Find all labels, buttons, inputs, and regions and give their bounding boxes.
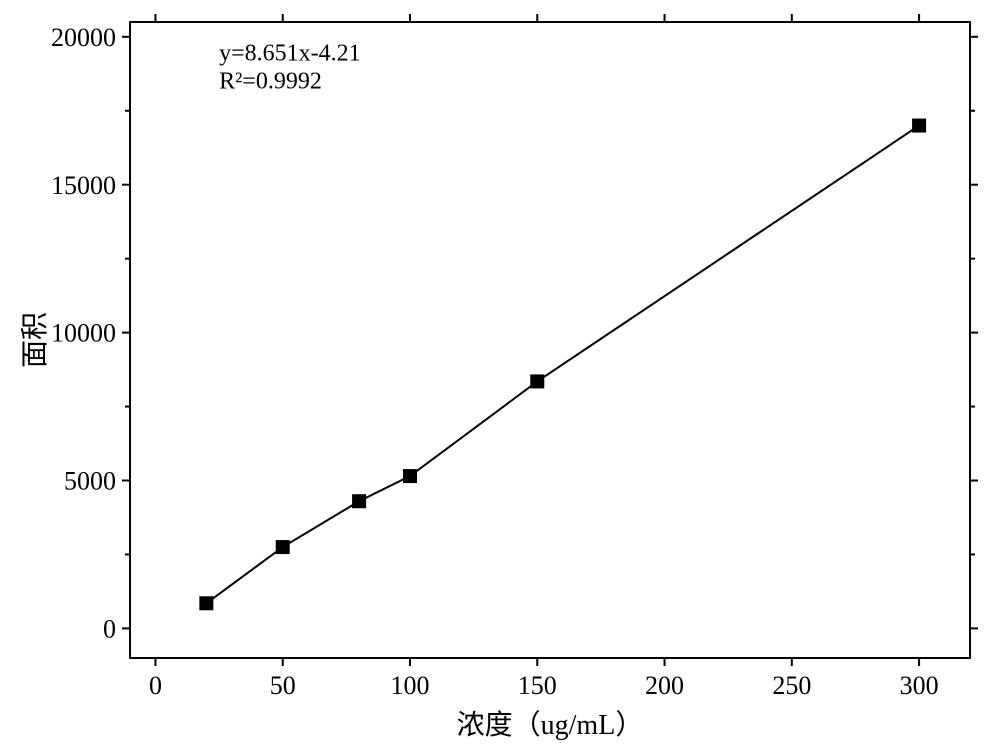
y-axis-label: 面积 xyxy=(20,312,51,368)
y-tick-label: 10000 xyxy=(51,319,116,348)
plot-frame xyxy=(130,22,970,658)
calibration-chart: 0 50 100 150 200 250 300 0 5000 10000 15000 20000 浓度… xyxy=(0,0,1000,748)
r-squared-annotation: R²=0.9992 xyxy=(219,68,322,94)
y-tick-label: 20000 xyxy=(51,23,116,52)
equation-annotation: y=8.651x-4.21 xyxy=(219,40,361,66)
y-tick-label: 15000 xyxy=(51,171,116,200)
x-tick-label: 50 xyxy=(270,671,296,700)
data-marker xyxy=(530,374,544,388)
x-tick-label: 0 xyxy=(149,671,162,700)
chart-container: 0 50 100 150 200 250 300 0 5000 10000 15000 20000 浓度… xyxy=(0,0,1000,748)
y-tick-label: 5000 xyxy=(64,467,116,496)
x-tick-label: 150 xyxy=(518,671,557,700)
x-tick-label: 100 xyxy=(391,671,430,700)
data-marker xyxy=(352,494,366,508)
data-line xyxy=(206,126,919,604)
y-tick-label: 0 xyxy=(103,615,116,644)
data-marker xyxy=(199,596,213,610)
data-marker xyxy=(912,119,926,133)
x-tick-label: 250 xyxy=(772,671,811,700)
x-axis-label: 浓度（ug/mL） xyxy=(457,709,644,741)
x-tick-label: 300 xyxy=(900,671,939,700)
x-tick-label: 200 xyxy=(645,671,684,700)
data-marker xyxy=(276,540,290,554)
data-marker xyxy=(403,469,417,483)
